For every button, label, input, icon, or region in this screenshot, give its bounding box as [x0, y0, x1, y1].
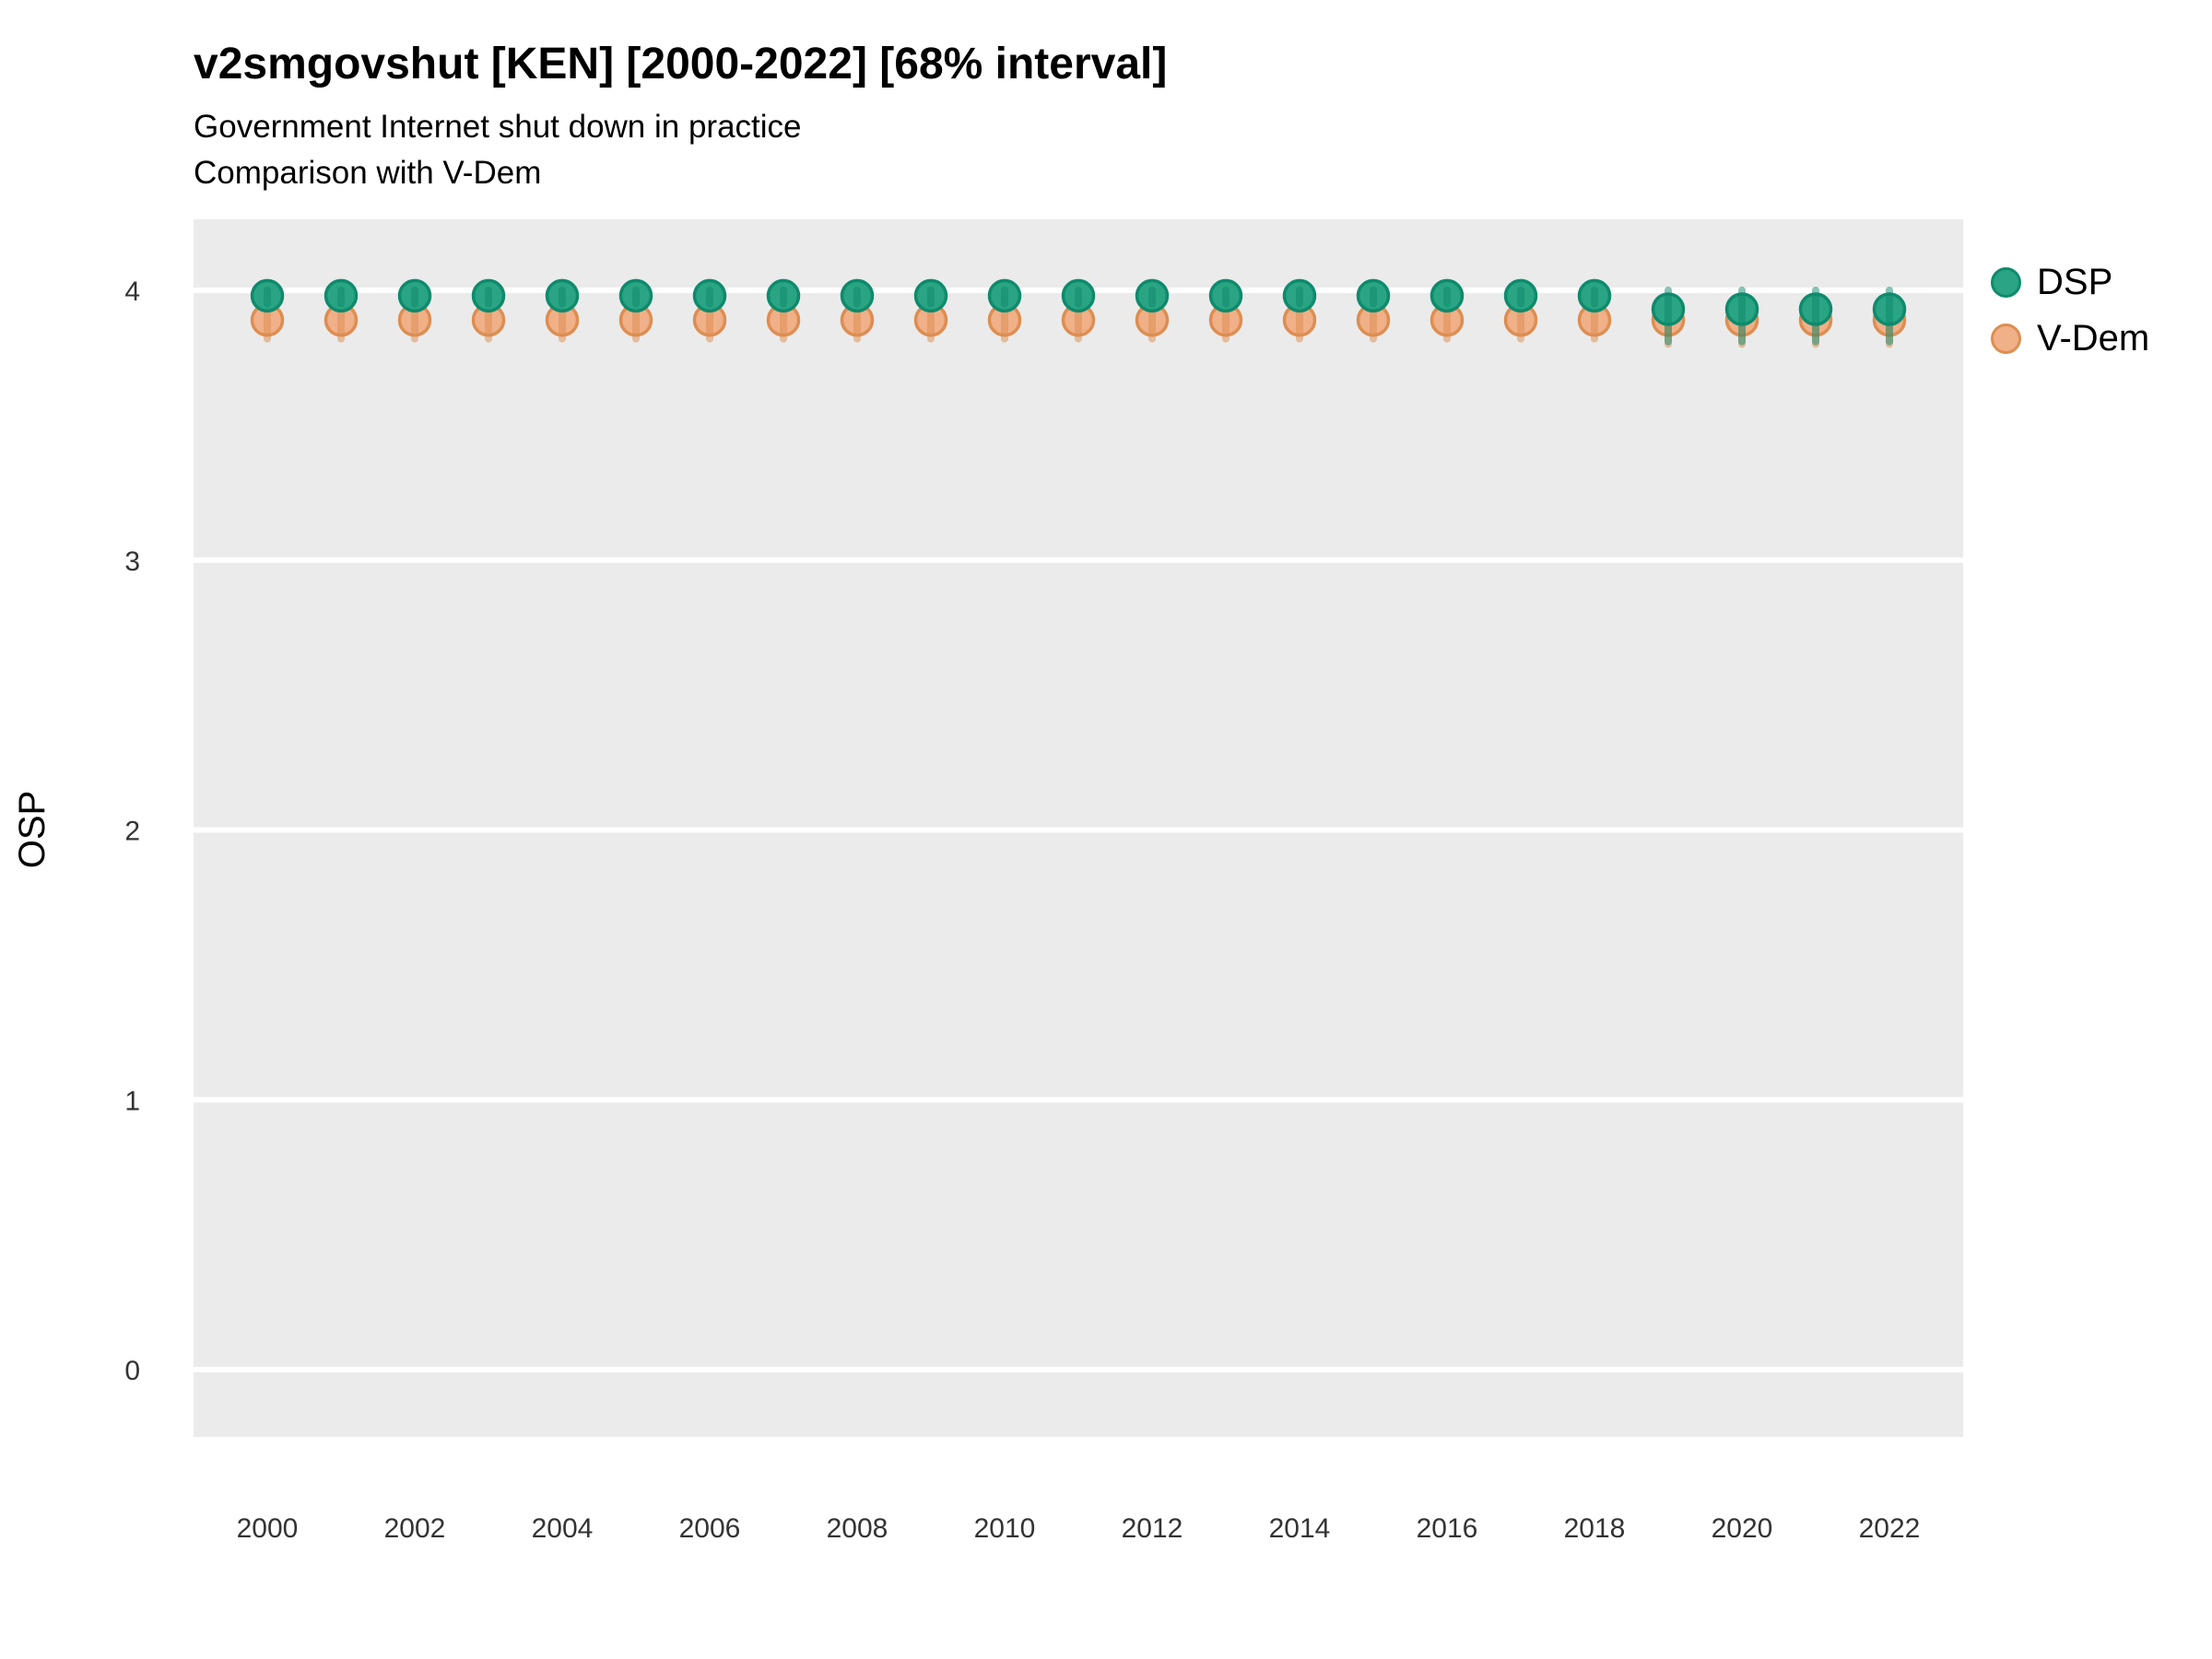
legend-label-vdem: V-Dem	[2037, 318, 2150, 359]
x-tick-2004: 2004	[532, 1513, 594, 1544]
y-tick-1: 1	[124, 1086, 140, 1116]
y-tick-4: 4	[124, 276, 140, 307]
x-tick-2014: 2014	[1269, 1513, 1331, 1544]
x-tick-2000: 2000	[237, 1513, 299, 1544]
y-tick-0: 0	[124, 1356, 140, 1386]
x-tick-2008: 2008	[827, 1513, 888, 1544]
dsp-legend-swatch-icon	[1991, 267, 2021, 298]
legend-item-dsp: DSP	[1991, 254, 2149, 311]
x-tick-2006: 2006	[679, 1513, 741, 1544]
chart-subtitle-comparison: Comparison with V-Dem	[194, 155, 542, 191]
chart-title: v2smgovshut [KEN] [2000-2022] [68% inter…	[194, 40, 1168, 88]
x-tick-2022: 2022	[1859, 1513, 1921, 1544]
x-tick-2010: 2010	[974, 1513, 1036, 1544]
legend: DSP V-Dem	[1991, 254, 2149, 367]
y-axis-label: OSP	[12, 791, 53, 868]
x-tick-2018: 2018	[1564, 1513, 1626, 1544]
y-tick-3: 3	[124, 547, 140, 577]
chart-subtitle: Government Internet shut down in practic…	[194, 109, 802, 145]
y-tick-2: 2	[124, 817, 140, 847]
legend-item-vdem: V-Dem	[1991, 311, 2149, 367]
x-tick-2020: 2020	[1712, 1513, 1773, 1544]
legend-label-dsp: DSP	[2037, 262, 2113, 302]
x-tick-2016: 2016	[1417, 1513, 1478, 1544]
x-tick-2002: 2002	[384, 1513, 446, 1544]
x-tick-2012: 2012	[1122, 1513, 1183, 1544]
vdem-legend-swatch-icon	[1991, 324, 2021, 354]
